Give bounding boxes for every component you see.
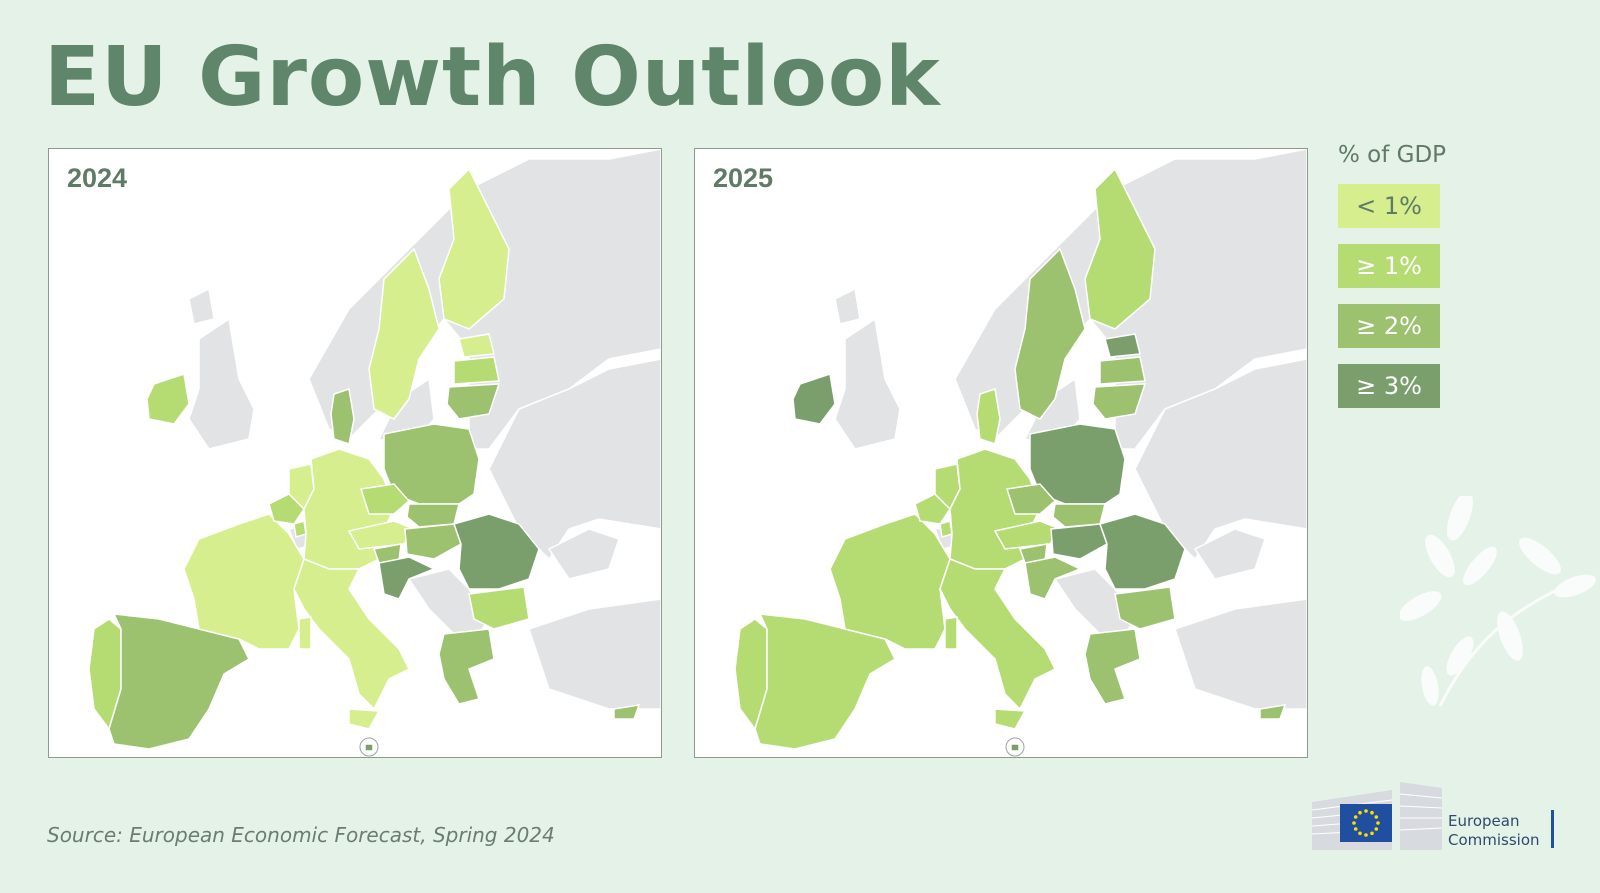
legend-title: % of GDP xyxy=(1338,142,1447,168)
country-finland xyxy=(438,167,510,330)
non-eu-land xyxy=(1193,528,1266,580)
country-cyprus xyxy=(1259,704,1287,720)
country-romania xyxy=(453,513,540,590)
country-latvia xyxy=(453,356,500,385)
map-year-label: 2025 xyxy=(713,163,774,193)
country-france xyxy=(829,513,951,650)
non-eu-land xyxy=(528,598,661,710)
non-eu-land xyxy=(834,317,901,450)
page-title: EU Growth Outlook xyxy=(44,30,941,125)
country-croatia xyxy=(378,556,436,600)
country-estonia xyxy=(458,333,495,358)
country-croatia xyxy=(1024,556,1082,600)
country-estonia xyxy=(1104,333,1141,358)
country-italy xyxy=(293,558,411,711)
source-note: Source: European Economic Forecast, Spri… xyxy=(47,823,555,847)
country-belgium xyxy=(268,493,305,525)
non-eu-land xyxy=(188,287,215,325)
country-italy xyxy=(944,616,958,650)
europe-map-2024 xyxy=(88,149,661,757)
non-eu-land xyxy=(1134,358,1307,561)
non-eu-land xyxy=(1174,598,1307,710)
non-eu-land xyxy=(834,287,861,325)
country-cyprus xyxy=(613,704,641,720)
country-finland xyxy=(1084,167,1156,330)
country-sweden xyxy=(1014,247,1086,420)
logo-text-line1: European xyxy=(1448,812,1520,830)
country-italy xyxy=(348,708,381,730)
legend-item-lt-1: < 1% xyxy=(1338,184,1440,228)
country-denmark xyxy=(976,388,1001,445)
european-commission-logo xyxy=(1312,782,1443,850)
country-malta xyxy=(364,743,374,752)
legend-item-ge-1: ≥ 1% xyxy=(1338,244,1440,288)
map-year-label: 2024 xyxy=(67,163,128,193)
country-bulgaria xyxy=(468,586,530,630)
country-hungary xyxy=(404,523,462,560)
malta-inset-circle xyxy=(359,737,379,757)
country-greece xyxy=(438,628,495,705)
map-2025: 2025 xyxy=(694,148,1308,758)
country-italy xyxy=(939,558,1057,711)
logo-text-line2: Commission xyxy=(1448,831,1540,849)
country-luxembourg xyxy=(939,520,953,538)
malta-inset-circle xyxy=(1005,737,1025,757)
country-czechia xyxy=(1006,483,1057,515)
country-poland xyxy=(1029,423,1126,505)
country-czechia xyxy=(360,483,411,515)
country-denmark xyxy=(330,388,355,445)
non-eu-land xyxy=(488,358,661,561)
country-romania xyxy=(1099,513,1186,590)
country-luxembourg xyxy=(293,520,307,538)
country-poland xyxy=(383,423,480,505)
country-sweden xyxy=(368,247,440,420)
country-italy xyxy=(994,708,1027,730)
country-belgium xyxy=(914,493,951,525)
country-france xyxy=(183,513,305,650)
olive-branch-decoration xyxy=(1400,496,1596,707)
country-malta xyxy=(1010,743,1020,752)
country-lithuania xyxy=(1092,383,1147,420)
logo-text: European Commission xyxy=(1448,812,1540,850)
map-2024: 2024 xyxy=(48,148,662,758)
country-greece xyxy=(1084,628,1141,705)
non-eu-land xyxy=(547,528,620,580)
country-ireland xyxy=(146,373,190,425)
logo-divider xyxy=(1551,810,1554,848)
legend-item-ge-2: ≥ 2% xyxy=(1338,304,1440,348)
country-italy xyxy=(298,616,312,650)
legend-item-ge-3: ≥ 3% xyxy=(1338,364,1440,408)
country-ireland xyxy=(792,373,836,425)
country-hungary xyxy=(1050,523,1108,560)
country-lithuania xyxy=(446,383,501,420)
map-legend: % of GDP < 1% ≥ 1% ≥ 2% ≥ 3% xyxy=(1338,142,1446,424)
country-bulgaria xyxy=(1114,586,1176,630)
country-latvia xyxy=(1099,356,1146,385)
non-eu-land xyxy=(188,317,255,450)
europe-map-2025 xyxy=(734,149,1307,757)
